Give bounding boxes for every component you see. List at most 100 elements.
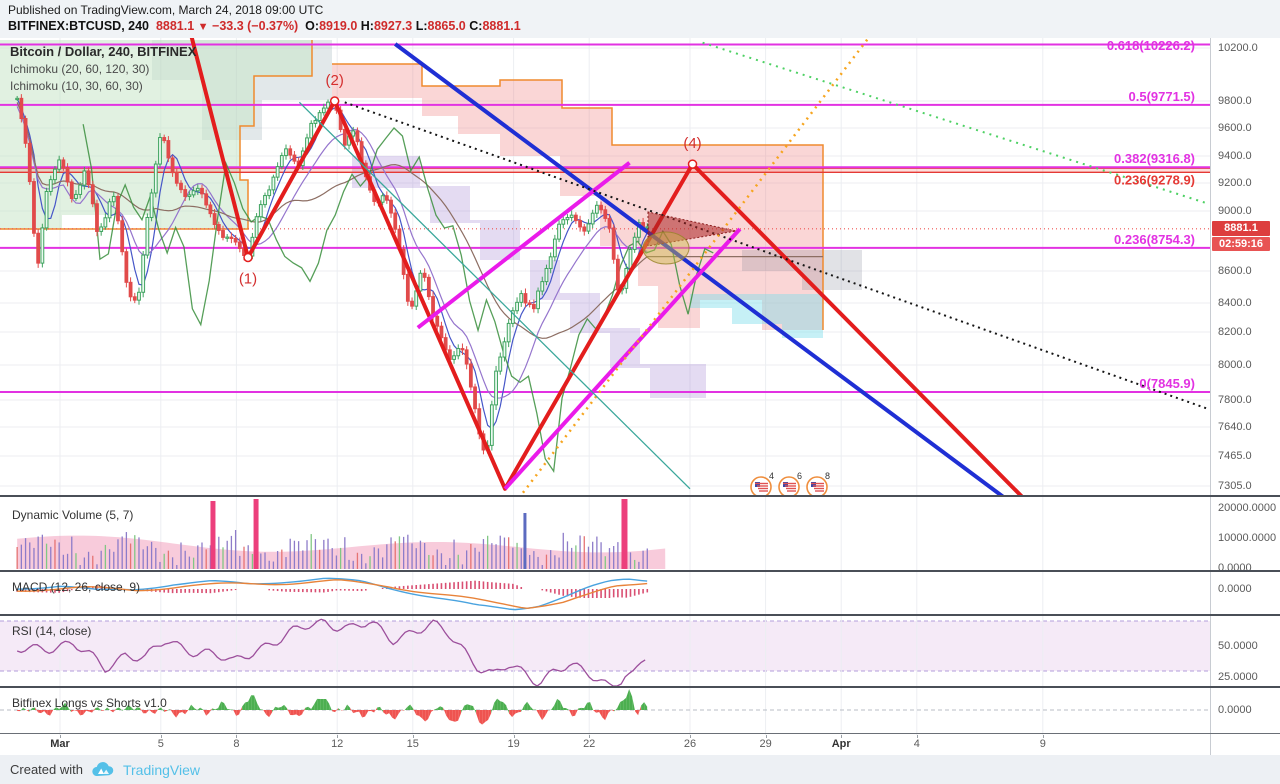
rsi-line: [16, 618, 646, 687]
axis-tick-label: 8400.0: [1218, 297, 1252, 309]
pennant-shape: [647, 211, 737, 247]
price-change: −33.3 (−0.37%): [212, 19, 299, 33]
axis-tick-label: 8000.0: [1218, 359, 1252, 371]
salmon-cloud-border: [332, 63, 824, 330]
macd-lines: [17, 577, 648, 611]
rsi-pane[interactable]: [0, 616, 1210, 688]
high-label: H:: [360, 19, 374, 33]
signal-line: [17, 579, 648, 609]
rsi-canvas[interactable]: [0, 616, 1210, 688]
time-tick: [160, 735, 162, 738]
gray-patch: [742, 250, 862, 290]
time-tick-label: Apr: [831, 738, 851, 750]
longs-shorts-pane-title[interactable]: Bitfinex Longs vs Shorts v1.0: [12, 696, 167, 710]
axis-tick-label: 0.0000: [1218, 562, 1252, 574]
time-tick-label: 12: [331, 738, 344, 750]
macd-canvas[interactable]: [0, 572, 1210, 616]
time-tick: [513, 735, 515, 738]
axis-tick-label: 0.0000: [1218, 704, 1252, 716]
candles-layer: [15, 94, 650, 455]
time-tick-label: 19: [507, 738, 520, 750]
ichimoku-clouds-layer: [0, 40, 862, 398]
event-flag-icon[interactable]: 6: [778, 471, 802, 497]
wave-label: (1): [239, 271, 257, 288]
price-chart-canvas[interactable]: (1) (2) (4) 0.618(10226.2) 0.5(9771.5) 0.382(…: [0, 38, 1210, 497]
ls-grid: [59, 688, 1044, 735]
time-tick-label: 22: [583, 738, 596, 750]
event-flag-icon[interactable]: 4: [750, 471, 774, 497]
elliott-wave: [189, 38, 1026, 497]
event-flag-icon[interactable]: 8: [806, 471, 830, 497]
time-tick-label: 8: [233, 738, 240, 750]
time-tick: [337, 735, 339, 738]
macd-pane[interactable]: [0, 572, 1210, 616]
time-tick: [765, 735, 767, 738]
time-tick-label: 9: [1039, 738, 1046, 750]
time-tick: [841, 735, 843, 738]
ls-area: [17, 689, 648, 725]
time-tick-label: 15: [406, 738, 419, 750]
drawings-layer: [189, 38, 1210, 497]
axis-tick-label: 9200.0: [1218, 177, 1252, 189]
pane-separator: [0, 570, 1280, 572]
teal-line: [298, 101, 691, 490]
axis-tick-label: 10000.0000: [1218, 532, 1277, 544]
dotted-green: [702, 41, 1210, 205]
axis-tick-label: 7640.0: [1218, 421, 1252, 433]
time-tick: [690, 735, 691, 738]
purple-cloud: [352, 156, 706, 398]
time-tick: [412, 735, 414, 738]
fib-label: 0.236(8754.3): [1114, 232, 1195, 247]
axis-tick-label: 25.0000: [1218, 671, 1258, 683]
time-tick-label: 4: [913, 738, 920, 750]
trendline-blue: [393, 42, 1007, 497]
volume-pane[interactable]: [0, 497, 1210, 572]
chart-legend[interactable]: Bitcoin / Dollar, 240, BITFINEX Ichimoku…: [10, 44, 196, 93]
longs-shorts-canvas[interactable]: [0, 688, 1210, 735]
svg-text:8: 8: [825, 471, 830, 481]
macd-pane-title[interactable]: MACD (12, 26, close, 9): [12, 580, 141, 594]
chart-header: Published on TradingView.com, March 24, …: [0, 0, 1280, 38]
wave-label: (2): [326, 72, 344, 89]
tradingview-brand-text[interactable]: TradingView: [122, 761, 201, 778]
pane-separator: [0, 614, 1280, 616]
axis-tick-label: 9000.0: [1218, 205, 1252, 217]
rsi-pane-title[interactable]: RSI (14, close): [12, 624, 92, 638]
tradingview-logo-icon[interactable]: [91, 761, 117, 779]
legend-ichimoku-2[interactable]: Ichimoku (10, 30, 60, 30): [10, 79, 143, 93]
time-tick-label: Mar: [50, 738, 70, 750]
close-value: 8881.1: [482, 19, 521, 33]
fib-label: 0.618(10226.2): [1107, 38, 1195, 53]
axis-tick-label: 9600.0: [1218, 122, 1252, 134]
low-value: 8865.0: [427, 19, 466, 33]
axis-tick-label: 0.0000: [1218, 583, 1252, 595]
highlight-ellipse: [642, 231, 690, 265]
bar-countdown-badge: 02:59:16: [1212, 236, 1270, 251]
published-line: Published on TradingView.com, March 24, …: [8, 3, 324, 17]
wave-label: (4): [683, 135, 701, 152]
axis-tick-label: 8200.0: [1218, 326, 1252, 338]
close-label: C:: [469, 19, 483, 33]
open-value: 8919.0: [319, 19, 358, 33]
legend-ichimoku-1[interactable]: Ichimoku (20, 60, 120, 30): [10, 62, 150, 76]
volume-canvas[interactable]: [0, 497, 1210, 572]
time-tick-label: 29: [759, 738, 772, 750]
legend-title[interactable]: Bitcoin / Dollar, 240, BITFINEX: [10, 44, 197, 59]
volume-grid: [59, 497, 1044, 572]
longs-shorts-pane[interactable]: [0, 688, 1210, 735]
pane-separator: [0, 495, 1280, 497]
time-tick-label: 5: [157, 738, 164, 750]
base-line: [16, 106, 648, 399]
volume-bars: [16, 499, 648, 569]
axis-tick-label: 7305.0: [1218, 480, 1252, 492]
price-axis[interactable]: 8881.1 02:59:16 10200.0 9800.0 9600.0 9400.…: [1210, 38, 1280, 755]
fib-band-layer: [0, 43, 1210, 393]
last-price-badge: 8881.1: [1212, 220, 1270, 236]
main-price-pane[interactable]: (1) (2) (4) 0.618(10226.2) 0.5(9771.5) 0.382(…: [0, 38, 1210, 497]
symbol-ohlc-line: BITFINEX:BTCUSD, 240 8881.1 ▼ −33.3 (−0.…: [8, 19, 1280, 33]
pane-separator: [0, 733, 1280, 734]
axis-tick-label: 7800.0: [1218, 394, 1252, 406]
volume-pane-title[interactable]: Dynamic Volume (5, 7): [12, 508, 134, 522]
chikou-span: [82, 124, 714, 473]
time-axis[interactable]: Mar 5 8 12 15 19 22 26 29 Apr 4 9: [0, 735, 1210, 755]
